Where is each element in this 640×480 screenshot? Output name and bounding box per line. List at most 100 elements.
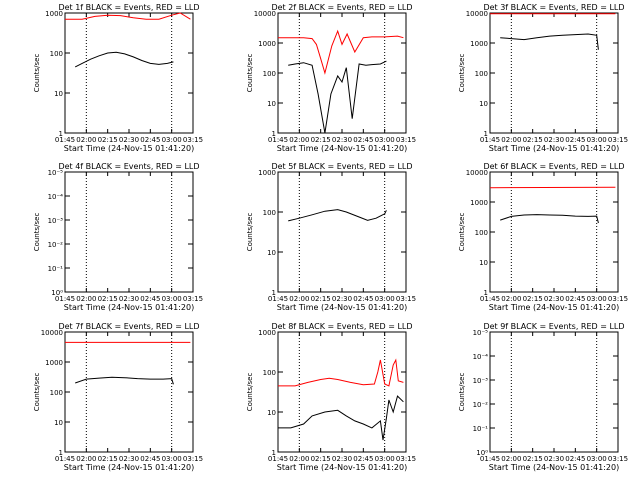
y-tick-label: 100 <box>263 70 276 78</box>
chart-panel-9: Det 9f BLACK = Events, RED = LLD 10⁰ 10⁻¹ 1… <box>458 322 628 472</box>
y-tick-label: 10000 <box>254 10 276 18</box>
events-series-line <box>288 60 387 134</box>
x-tick-label: 02:30 <box>544 295 564 303</box>
x-axis-label: Start Time (24-Nov-15 01:41:20) <box>489 144 619 153</box>
x-tick-label: 02:30 <box>119 455 139 463</box>
chart-panel-1: Det 1f BLACK = Events, RED = LLD 1 10 100 10… <box>33 3 203 153</box>
y-tick-label: 10⁰ <box>51 289 63 297</box>
chart-panel-8: Det 8f BLACK = Events, RED = LLD 1 10 100 10… <box>246 322 416 472</box>
y-tick-label: 100 <box>263 369 276 377</box>
chart-panel-4: Det 4f BLACK = Events, RED = LLD 10⁰ 10⁻¹ 1… <box>33 162 203 312</box>
y-tick-label: 10 <box>267 249 276 257</box>
panel-title: Det 7f BLACK = Events, RED = LLD <box>58 322 199 331</box>
x-tick-label: 01:45 <box>55 455 75 463</box>
x-tick-label: 02:00 <box>76 455 96 463</box>
x-tick-label: 03:15 <box>183 455 203 463</box>
x-axis-label: Start Time (24-Nov-15 01:41:20) <box>64 144 194 153</box>
x-tick-label: 01:45 <box>55 136 75 144</box>
plot-frame <box>64 12 194 134</box>
y-tick-label: 10 <box>54 90 63 98</box>
y-tick-label: 1000 <box>258 40 276 48</box>
y-tick-label: 10 <box>479 100 488 108</box>
y-tick-label: 10⁻⁴ <box>473 353 489 361</box>
y-tick-label: 1 <box>272 130 276 138</box>
y-tick-label: 1000 <box>45 359 63 367</box>
y-tick-label: 100 <box>50 50 63 58</box>
x-tick-label: 02:00 <box>501 455 521 463</box>
y-tick-label: 1 <box>484 130 488 138</box>
lld-series-line <box>65 12 191 20</box>
chart-panel-2: Det 2f BLACK = Events, RED = LLD 1 10 100 10… <box>246 3 416 153</box>
x-tick-label: 02:15 <box>523 295 543 303</box>
y-tick-label: 10⁻⁵ <box>48 169 64 177</box>
plot-frame <box>489 12 619 134</box>
y-tick-label: 10⁻¹ <box>48 265 64 273</box>
x-axis-label: Start Time (24-Nov-15 01:41:20) <box>277 144 407 153</box>
y-tick-label: 10⁻² <box>473 401 489 409</box>
y-axis-label: Counts/sec <box>33 373 41 412</box>
y-tick-label: 10 <box>479 259 488 267</box>
y-tick-label: 1 <box>484 289 488 297</box>
x-tick-label: 02:15 <box>311 295 331 303</box>
y-tick-label: 1000 <box>258 169 276 177</box>
panel-title: Det 2f BLACK = Events, RED = LLD <box>271 3 412 12</box>
y-tick-label: 10⁻² <box>48 241 64 249</box>
x-axis-label: Start Time (24-Nov-15 01:41:20) <box>489 463 619 472</box>
x-axis-label: Start Time (24-Nov-15 01:41:20) <box>489 303 619 312</box>
y-tick-label: 1000 <box>258 329 276 337</box>
y-tick-label: 10 <box>267 100 276 108</box>
x-tick-label: 03:00 <box>162 455 182 463</box>
y-tick-label: 1 <box>59 449 63 457</box>
events-series-line <box>75 376 174 385</box>
x-tick-label: 02:45 <box>140 136 160 144</box>
y-tick-label: 10 <box>267 409 276 417</box>
y-tick-label: 10⁻¹ <box>473 425 489 433</box>
x-tick-label: 02:00 <box>501 295 521 303</box>
x-tick-label: 03:15 <box>183 295 203 303</box>
x-tick-label: 02:30 <box>332 455 352 463</box>
plot-frame <box>489 331 619 453</box>
chart-panel-7: Det 7f BLACK = Events, RED = LLD 1 10 100 10… <box>33 322 203 472</box>
x-tick-label: 03:15 <box>608 295 628 303</box>
x-tick-label: 03:15 <box>183 136 203 144</box>
x-tick-label: 02:15 <box>98 455 118 463</box>
x-tick-label: 03:15 <box>608 455 628 463</box>
lld-series-line <box>278 358 404 387</box>
chart-panel-5: Det 5f BLACK = Events, RED = LLD 1 10 100 10… <box>246 162 416 312</box>
events-series-line <box>500 33 599 50</box>
x-tick-label: 02:00 <box>76 136 96 144</box>
y-axis-label: Counts/sec <box>458 54 466 93</box>
x-tick-label: 02:00 <box>289 295 309 303</box>
x-tick-label: 02:45 <box>353 136 373 144</box>
plot-frame <box>64 171 194 293</box>
x-tick-label: 03:15 <box>396 295 416 303</box>
x-tick-label: 03:15 <box>396 455 416 463</box>
y-tick-label: 1000 <box>470 40 488 48</box>
y-axis-label: Counts/sec <box>246 213 254 252</box>
events-series-line <box>288 209 387 222</box>
x-tick-label: 02:00 <box>501 136 521 144</box>
x-tick-label: 03:00 <box>587 295 607 303</box>
y-tick-label: 100 <box>263 209 276 217</box>
x-tick-label: 03:15 <box>608 136 628 144</box>
y-axis-label: Counts/sec <box>246 373 254 412</box>
x-tick-label: 01:45 <box>268 136 288 144</box>
x-tick-label: 01:45 <box>480 295 500 303</box>
y-tick-label: 10⁻³ <box>48 217 64 225</box>
x-tick-label: 03:00 <box>375 295 395 303</box>
panel-title: Det 9f BLACK = Events, RED = LLD <box>483 322 624 331</box>
x-tick-label: 03:15 <box>396 136 416 144</box>
x-tick-label: 02:30 <box>544 455 564 463</box>
x-tick-label: 02:45 <box>140 295 160 303</box>
events-series-line <box>74 51 174 68</box>
y-tick-label: 100 <box>475 70 488 78</box>
y-tick-label: 10000 <box>466 10 488 18</box>
x-tick-label: 02:00 <box>289 136 309 144</box>
chart-panel-6: Det 6f BLACK = Events, RED = LLD 1 10 100 10… <box>458 162 628 312</box>
x-tick-label: 02:30 <box>119 295 139 303</box>
x-tick-label: 03:00 <box>162 295 182 303</box>
x-tick-label: 01:45 <box>268 455 288 463</box>
y-tick-label: 10⁻³ <box>473 377 489 385</box>
x-tick-label: 01:45 <box>268 295 288 303</box>
